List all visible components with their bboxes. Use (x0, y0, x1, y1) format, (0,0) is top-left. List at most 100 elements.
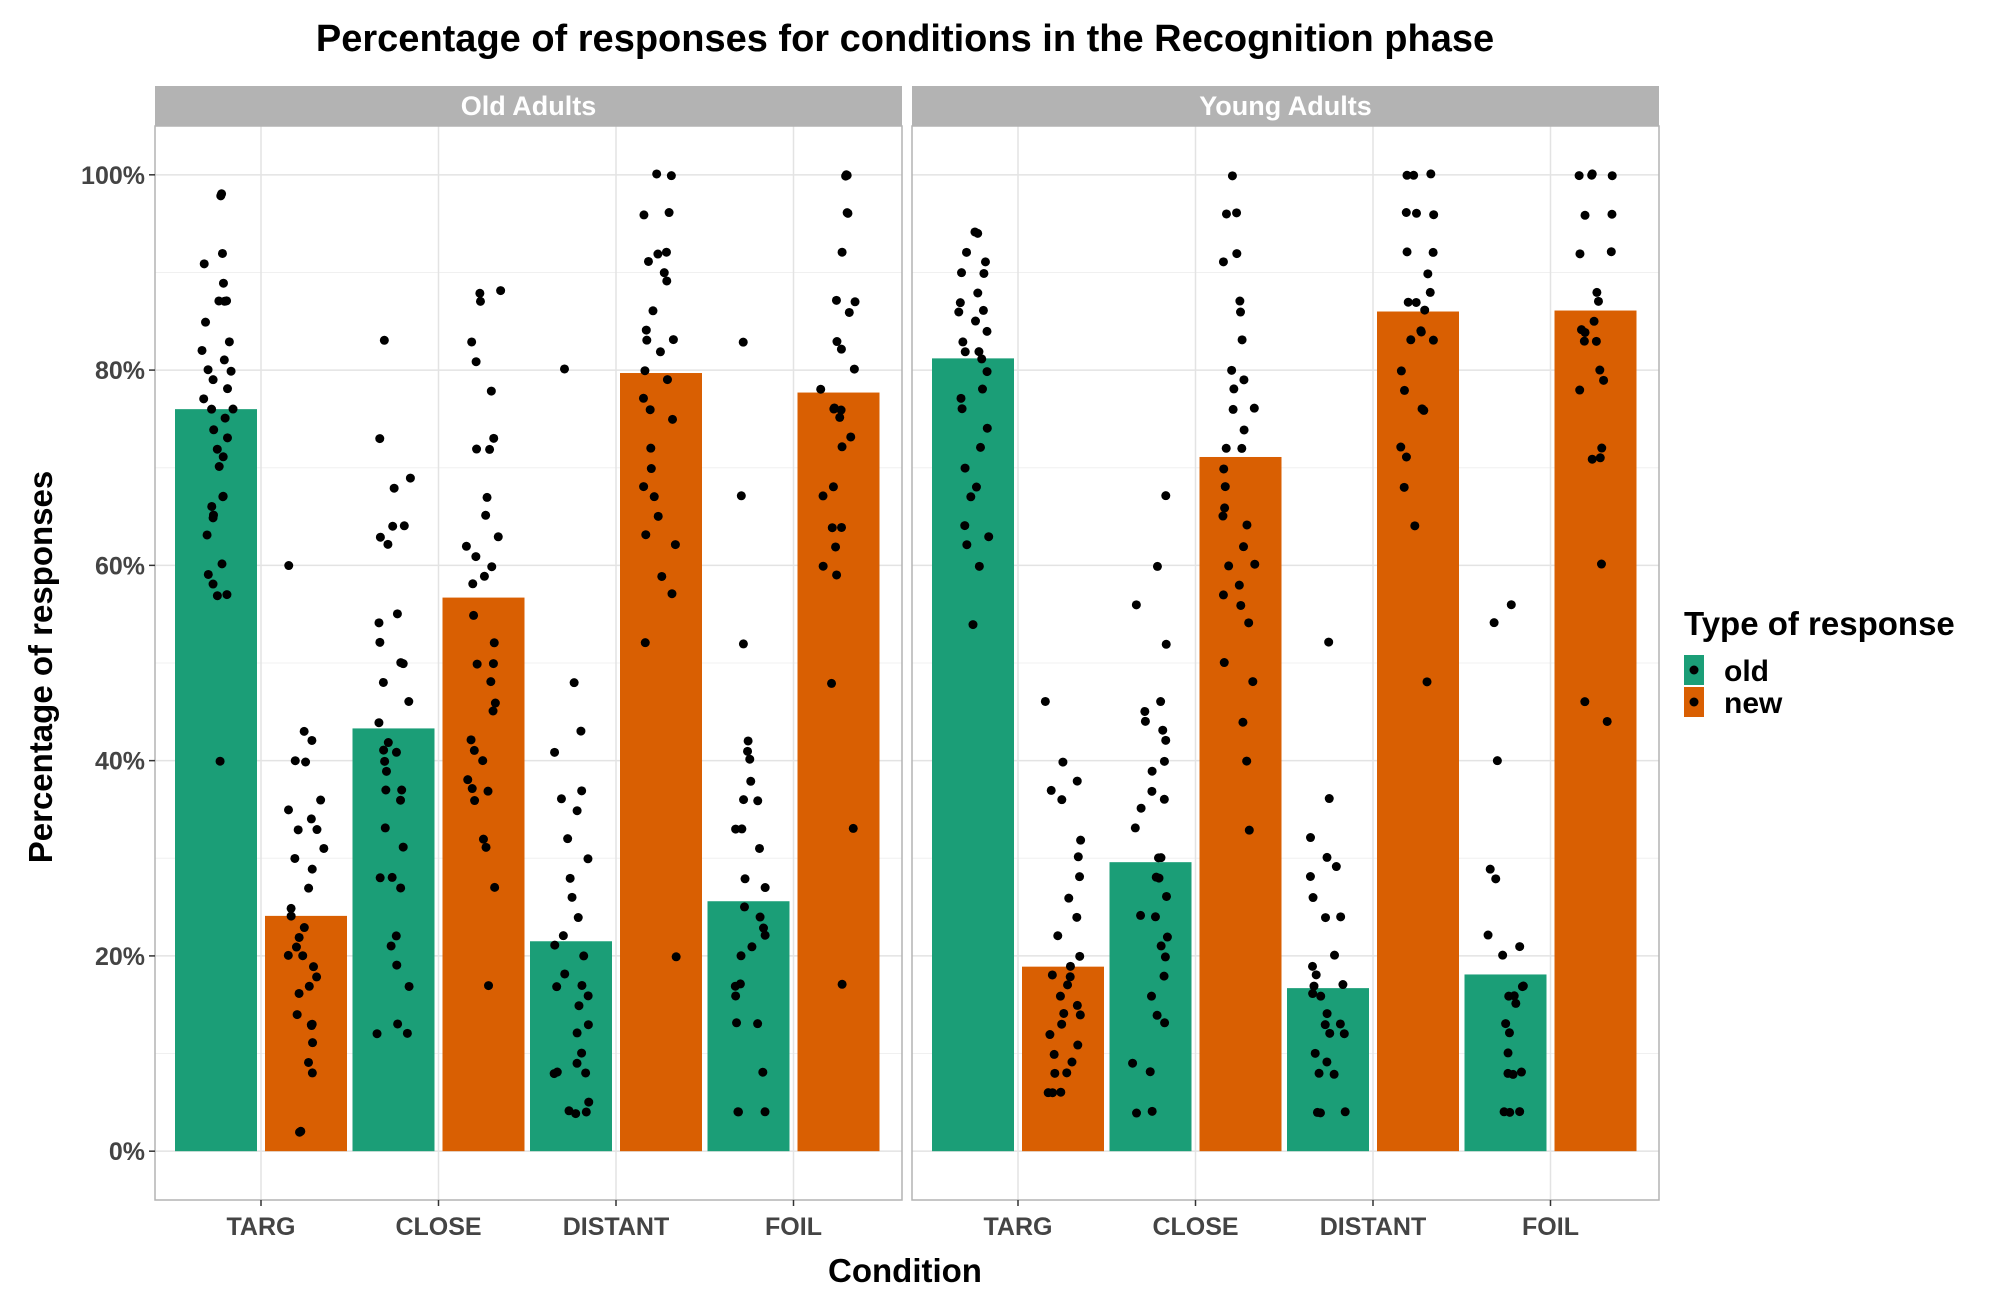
bar-old-targ (175, 409, 257, 1152)
data-point (223, 384, 233, 394)
data-point (661, 247, 671, 257)
data-point (399, 521, 409, 531)
data-point (1428, 247, 1438, 257)
data-point (1575, 249, 1585, 259)
data-point (1242, 520, 1252, 530)
bar-old-close (352, 728, 435, 1152)
data-point (958, 337, 968, 347)
data-point (1340, 1107, 1350, 1117)
data-point (836, 344, 846, 354)
data-point (1065, 972, 1075, 982)
data-point (487, 562, 497, 572)
data-point (552, 1067, 562, 1077)
data-point (1329, 1069, 1339, 1079)
data-point (1132, 1108, 1142, 1118)
data-point (984, 532, 994, 542)
data-point (219, 355, 229, 365)
data-point (1161, 491, 1171, 501)
data-point (583, 991, 593, 1001)
data-point (391, 931, 401, 941)
data-point (1237, 335, 1247, 345)
data-point (1411, 297, 1421, 307)
data-point (199, 259, 209, 269)
data-point (203, 569, 213, 579)
data-point (1314, 1068, 1324, 1078)
data-point (1229, 384, 1239, 394)
data-point (396, 658, 406, 668)
data-point (488, 659, 498, 669)
legend-label-old: old (1724, 655, 1769, 688)
data-point (1417, 404, 1427, 414)
data-point (1580, 210, 1590, 220)
data-point (1160, 1018, 1170, 1028)
legend-label-new: new (1724, 687, 1783, 720)
data-point (290, 853, 300, 863)
data-point (569, 678, 579, 688)
data-point (1162, 932, 1172, 942)
data-point (1156, 697, 1166, 707)
data-point (215, 756, 225, 766)
data-point (466, 735, 476, 745)
bar-new-close (1199, 456, 1282, 1152)
data-point (286, 903, 296, 913)
data-point (1057, 795, 1067, 805)
data-point (743, 736, 753, 746)
data-point (396, 795, 406, 805)
facet-strip (155, 86, 902, 126)
data-point (1402, 247, 1412, 257)
chart-title: Percentage of responses for conditions i… (316, 18, 1494, 60)
data-point (1234, 580, 1244, 590)
y-tick-label: 40% (95, 748, 145, 776)
x-tick-label: DISTANT (1320, 1213, 1426, 1241)
data-point (759, 923, 769, 933)
data-point (1140, 706, 1150, 716)
data-point (208, 510, 218, 520)
data-point (1580, 697, 1590, 707)
data-point (960, 521, 970, 531)
data-point (404, 981, 414, 991)
data-point (558, 931, 568, 941)
data-point (1046, 785, 1056, 795)
y-tick-label: 20% (95, 943, 145, 971)
data-point (218, 491, 228, 501)
data-point (283, 950, 293, 960)
data-point (380, 823, 390, 833)
facet-strip-label: Old Adults (461, 91, 597, 121)
data-point (1228, 404, 1238, 414)
data-point (848, 823, 858, 833)
bar-old-targ (932, 358, 1014, 1152)
x-tick-label: FOIL (765, 1213, 822, 1241)
y-tick-label: 60% (95, 552, 145, 580)
data-point (1224, 561, 1234, 571)
data-point (974, 561, 984, 571)
data-point (1075, 951, 1085, 961)
data-point (290, 756, 300, 766)
data-point (841, 171, 851, 181)
data-point (571, 1109, 581, 1119)
data-point (1218, 257, 1228, 267)
data-point (490, 882, 500, 892)
data-point (1239, 542, 1249, 552)
bar-old-close (1109, 862, 1192, 1152)
data-point (1602, 716, 1612, 726)
data-point (392, 609, 402, 619)
data-point (973, 288, 983, 298)
bar-old-distant (530, 941, 612, 1152)
data-point (1047, 970, 1057, 980)
data-point (1428, 335, 1438, 345)
data-point (1338, 980, 1348, 990)
data-point (646, 464, 656, 474)
data-point (383, 738, 393, 748)
data-point (1075, 872, 1085, 882)
data-point (560, 969, 570, 979)
data-point (1153, 853, 1163, 863)
bar-new-distant (1377, 311, 1459, 1152)
data-point (957, 404, 967, 414)
data-point (735, 979, 745, 989)
legend-title: Type of response (1684, 605, 1955, 642)
data-point (1423, 269, 1433, 279)
data-point (962, 540, 972, 550)
data-point (1483, 930, 1493, 940)
data-point (1322, 1009, 1332, 1019)
data-point (1429, 210, 1439, 220)
